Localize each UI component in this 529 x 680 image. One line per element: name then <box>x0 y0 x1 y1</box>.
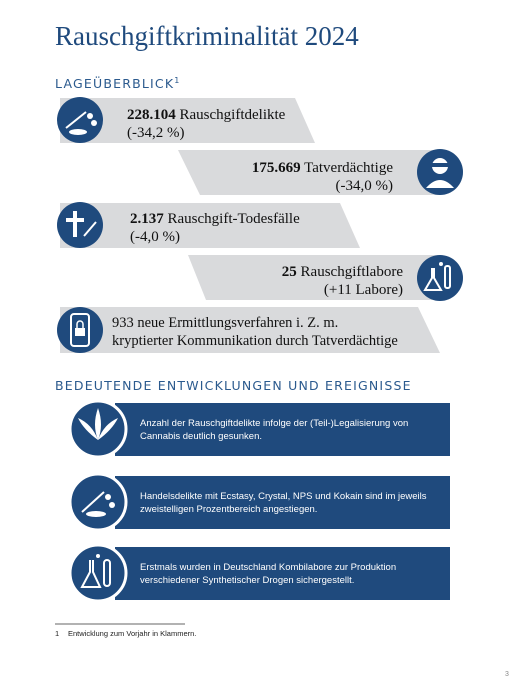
icon-suspect <box>426 158 454 188</box>
icon <box>57 202 103 248</box>
heading-text: LAGEÜBERBLICK <box>55 75 174 91</box>
icon <box>68 472 128 532</box>
title: Rauschgiftkriminalität 2024 <box>55 21 359 51</box>
stat-number: 175.669 <box>252 160 301 176</box>
banner <box>188 255 440 300</box>
stat-change: (-34,2 %) <box>127 125 184 141</box>
box-text: verschiedener Synthetischer Drogen siche… <box>140 575 354 586</box>
info-box <box>115 476 450 529</box>
stat-label: Rauschgift-Todesfälle <box>168 211 301 227</box>
stat-number: 25 <box>282 264 297 280</box>
section-heading: LAGEÜBERBLICK1 <box>55 75 181 91</box>
icon <box>57 97 103 143</box>
icon <box>68 543 128 603</box>
section-heading: BEDEUTENDE ENTWICKLUNGEN UND EREIGNISSE <box>55 378 412 393</box>
stat-number: 228.104 <box>127 107 176 123</box>
stat-change: (+11 Labore) <box>324 282 403 298</box>
stat-change: (-4,0 %) <box>130 229 180 245</box>
icon-cannabis <box>78 408 118 440</box>
icon-phone <box>70 313 90 347</box>
stat-line: 25 Rauschgiftlabore <box>282 264 404 280</box>
footnote-text: Entwicklung zum Vorjahr in Klammern. <box>68 629 196 638</box>
banner <box>178 150 440 195</box>
icon-drugs <box>81 491 115 517</box>
icon <box>417 255 463 301</box>
info-box <box>115 403 450 456</box>
box-text: Anzahl der Rauschgiftdelikte infolge der… <box>140 418 408 429</box>
stat-text: kryptierter Kommunikation durch Tatverdä… <box>112 333 398 349</box>
icon-death <box>66 211 97 237</box>
stat-label: Tatverdächtige <box>304 160 393 176</box>
icon-lab <box>423 262 451 291</box>
icon-lab <box>80 554 111 588</box>
stat-label: Rauschgiftdelikte <box>180 107 286 123</box>
banner <box>60 98 315 143</box>
footnote-marker: 1 <box>174 76 180 85</box>
box-text: zweistelligen Prozentbereich angestiegen… <box>140 504 317 515</box>
box-text: Erstmals wurden in Deutschland Kombilabo… <box>140 562 396 573</box>
icon-drugs <box>65 111 97 135</box>
box-text: Cannabis deutlich gesunken. <box>140 431 262 442</box>
footnote-marker: 1 <box>55 629 59 638</box>
stat-change: (-34,0 %) <box>336 178 393 194</box>
stat-line: 2.137 Rauschgift-Todesfälle <box>130 211 300 227</box>
stat-line: 175.669 Tatverdächtige <box>252 160 393 176</box>
info-box <box>115 547 450 600</box>
stat-number: 2.137 <box>130 211 164 227</box>
banner <box>60 307 440 353</box>
page-number: 3 <box>505 671 509 678</box>
stat-line: 228.104 Rauschgiftdelikte <box>127 107 286 123</box>
stat-label: Rauschgiftlabore <box>301 264 404 280</box>
box-text: Handelsdelikte mit Ecstasy, Crystal, NPS… <box>140 491 427 502</box>
banner <box>60 203 360 248</box>
stat-text: 933 neue Ermittlungsverfahren i. Z. m. <box>112 315 338 331</box>
